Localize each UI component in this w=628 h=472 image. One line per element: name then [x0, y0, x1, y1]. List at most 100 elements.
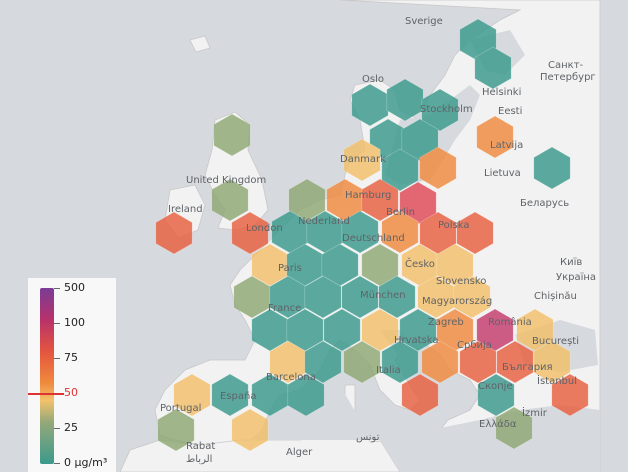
pollution-hex[interactable] [304, 275, 342, 319]
label-zagreb: Zagreb [428, 317, 464, 328]
legend-tick-mark [54, 463, 60, 464]
legend-gradient-bar [40, 288, 54, 464]
pollution-hex[interactable] [381, 340, 419, 384]
label-magyarorszag: Magyarország [422, 295, 492, 307]
label-italia: Italia [376, 365, 401, 376]
label-danmark: Danmark [340, 154, 386, 165]
label-bucuresti: București [532, 336, 579, 347]
pollution-hex[interactable] [213, 113, 251, 157]
pollution-hex[interactable] [231, 408, 269, 452]
label-barcelona: Barcelona [266, 372, 316, 383]
pollution-hexbin-layer[interactable] [155, 18, 589, 452]
pollution-hex[interactable] [323, 308, 361, 352]
label-portugal: Portugal [160, 403, 201, 414]
pollution-hex[interactable] [551, 373, 589, 417]
label-stockholm: Stockholm [420, 104, 473, 115]
pollution-hex[interactable] [211, 373, 249, 417]
label-ireland: Ireland [168, 204, 203, 215]
pollution-hex[interactable] [155, 211, 193, 255]
label-rabat-2: الرباط [186, 454, 212, 465]
label-cesko: Česko [405, 257, 435, 270]
label-deutschland: Deutschland [342, 233, 405, 244]
label-hrvatska: Hrvatska [394, 335, 439, 346]
legend-tick-mark [54, 358, 60, 359]
pollution-hex[interactable] [341, 210, 379, 254]
label-skopje: Скопје [478, 380, 513, 392]
pollution-hex[interactable] [231, 211, 269, 255]
pollution-hex[interactable] [456, 211, 494, 255]
label-sverige: Sverige [405, 16, 443, 27]
label-bulgaria: България [502, 362, 553, 373]
legend-tick-mark [54, 323, 60, 324]
label-london: London [246, 223, 283, 234]
pollution-hex[interactable] [419, 146, 457, 190]
legend-tick-0: 0 µg/m³ [64, 456, 108, 469]
label-munchen: München [360, 290, 406, 301]
label-ellada: Ελλάδα [479, 418, 517, 430]
pollution-hex[interactable] [361, 308, 399, 352]
pollution-hex[interactable] [474, 46, 512, 90]
legend-tick-mark [54, 428, 60, 429]
label-eesti: Eesti [498, 106, 522, 117]
legend-tick-500: 500 [64, 281, 85, 294]
label-st-petersburg-2: Петербург [540, 72, 596, 83]
pollution-hex[interactable] [476, 115, 514, 159]
label-kyiv: Київ [560, 257, 582, 268]
mediterranean-sea [250, 385, 600, 472]
pollution-hex[interactable] [381, 148, 419, 192]
label-united-kingdom: United Kingdom [186, 175, 266, 186]
pollution-hex[interactable] [157, 408, 195, 452]
pollution-hex[interactable] [533, 146, 571, 190]
label-istanbul: İstanbul [537, 374, 577, 387]
pollution-hex[interactable] [533, 340, 571, 384]
pollution-hex[interactable] [421, 340, 459, 384]
color-scale-legend: 500 100 75 50 25 0 µg/m³ [28, 278, 116, 472]
pollution-hex[interactable] [378, 275, 416, 319]
label-berlin: Berlin [386, 207, 415, 218]
legend-threshold-marker [28, 393, 64, 395]
label-oslo: Oslo [362, 74, 384, 85]
legend-tick-100: 100 [64, 316, 85, 329]
label-alger: Alger [286, 447, 313, 458]
label-belarus: Беларусь [520, 198, 569, 209]
legend-tick-mark [54, 288, 60, 289]
label-romania: România [488, 316, 532, 328]
label-france: France [268, 303, 301, 314]
pollution-hex[interactable] [477, 373, 515, 417]
pollution-hex[interactable] [386, 78, 424, 122]
pollution-hex[interactable] [459, 340, 497, 384]
label-chisinau: Chișinău [534, 291, 577, 302]
pollution-hex[interactable] [401, 373, 439, 417]
pollution-hex[interactable] [341, 275, 379, 319]
label-lietuva: Lietuva [484, 168, 521, 179]
pollution-hex[interactable] [495, 406, 533, 450]
pollution-hex[interactable] [211, 178, 249, 222]
label-ukraina: Україна [556, 272, 596, 283]
label-rabat-1: Rabat [186, 441, 215, 452]
label-tunis: تونس [356, 432, 380, 443]
pollution-hex[interactable] [287, 373, 325, 417]
label-nederland: Nederland [298, 216, 350, 227]
pollution-hex[interactable] [343, 138, 381, 182]
legend-tick-25: 25 [64, 421, 78, 434]
pollution-hex[interactable] [343, 340, 381, 384]
pollution-hex[interactable] [453, 275, 491, 319]
label-izmir: İzmir [522, 406, 548, 419]
map-labels: Sverige Oslo Stockholm Helsinki Санкт- П… [160, 16, 596, 465]
pollution-hex[interactable] [421, 88, 459, 132]
label-latvija: Latvija [490, 140, 523, 151]
pollution-hex[interactable] [381, 210, 419, 254]
label-polska: Polska [438, 220, 470, 231]
label-hamburg: Hamburg [345, 190, 391, 201]
legend-tick-75: 75 [64, 351, 78, 364]
legend-tick-50: 50 [64, 386, 78, 399]
pollution-hex[interactable] [304, 340, 342, 384]
pollution-hex[interactable] [399, 308, 437, 352]
pollution-hex[interactable] [361, 178, 399, 222]
pollution-hex[interactable] [173, 373, 211, 417]
label-st-petersburg-1: Санкт- [548, 60, 584, 71]
label-slovensko: Slovensko [436, 276, 486, 287]
pollution-hex[interactable] [496, 340, 534, 384]
